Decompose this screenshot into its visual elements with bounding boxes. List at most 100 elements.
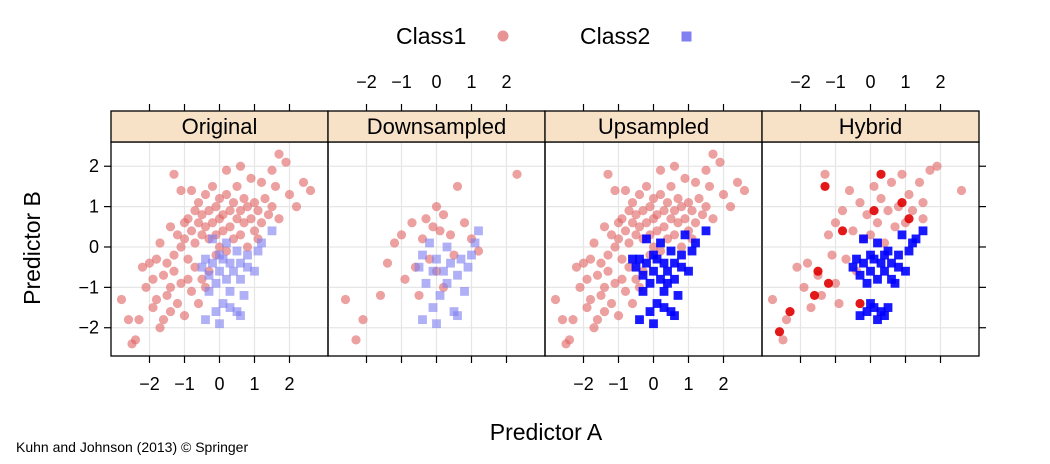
class1-point [620,226,631,236]
y-tick-label: −1 [78,277,99,297]
class1-point [400,274,410,284]
class1-point [235,161,246,171]
class1-point [739,185,750,196]
class2-point [635,315,644,325]
class1-point [855,197,865,208]
class2-point [638,270,648,280]
class2-point [901,266,910,276]
class2-point [267,226,277,236]
class2-point [659,258,669,268]
class1-point [389,238,400,248]
class1-point [627,197,638,208]
class1-point [414,290,424,301]
class1-point [155,323,165,333]
class2-point [687,246,697,256]
class2-point [421,278,431,288]
class1-point [585,254,596,264]
class1-point [872,218,883,228]
class2-point [897,230,907,240]
class1-point [655,246,666,256]
class2-point [869,254,879,264]
class1-point [179,311,190,321]
class1-point [281,157,291,167]
class1-point [610,278,620,288]
class1-point [221,165,232,175]
class1-point [263,210,274,220]
class1-point [578,258,589,268]
class2-point [446,258,455,268]
class2-point [645,307,655,316]
panel-strip [110,110,329,143]
class1-point [235,206,246,216]
class1-point [228,234,239,244]
class2-point [225,303,235,312]
class1-point [246,173,256,183]
class2-point [642,234,651,244]
class1-point [218,210,228,220]
class1-point [130,335,141,345]
x-tick-label: 1 [249,374,259,394]
class2-point [701,226,711,236]
class1-point [904,189,914,200]
class1-point [186,286,197,296]
class2-point [673,291,683,300]
class1-point [172,230,183,240]
class2-point [666,246,676,256]
class2-point [862,307,872,316]
x-tick-label: 1 [900,72,910,92]
x-tick-label: 2 [935,72,945,92]
class1-point [662,197,673,208]
class2-point [425,238,434,248]
class1-point [183,214,193,224]
class2-point [428,266,438,276]
class1-point [715,157,725,167]
panel-upsampled: Upsampled [544,110,763,357]
class2-point [652,254,662,264]
class1-point [260,193,270,204]
class1-point [186,226,197,236]
class1-point [589,238,599,248]
class1-point [655,189,666,200]
class1-point [158,315,169,325]
x-tick-label: −2 [139,374,160,394]
class1-point [823,230,834,240]
class1-point [564,335,575,345]
class2-point [218,254,228,264]
class2-point [911,234,921,244]
class1-point [151,254,162,264]
class1-point [176,278,186,288]
class2-point [855,311,865,321]
class1-point [267,202,277,212]
class1-point [284,189,295,200]
class1-point [568,315,578,325]
class2-point [649,266,658,276]
class2-point [453,311,462,321]
class1-point [823,278,834,288]
caption: Kuhn and Johnson (2013) © Springer [16,439,248,455]
y-tick-label: 1 [89,197,99,217]
class1-point [648,242,659,252]
class1-point [459,218,470,228]
class1-point [869,181,879,192]
class2-point [645,278,655,288]
class1-point [886,177,897,187]
class2-point [470,238,480,248]
class1-point [550,294,561,305]
class1-point [148,274,158,284]
class1-point [193,298,204,309]
class1-point [799,282,809,292]
class1-point [666,181,676,192]
class1-point [865,230,876,240]
class2-point [204,270,214,280]
class2-point [670,258,679,268]
class1-point [165,222,176,232]
class2-point [670,274,679,284]
class1-point [624,206,634,216]
class1-point [228,197,239,208]
class1-point [785,306,795,317]
class1-point [256,177,267,187]
class2-point [862,278,872,288]
x-tick-label: −1 [608,374,629,394]
class1-point [718,189,729,200]
class2-point [239,291,249,300]
